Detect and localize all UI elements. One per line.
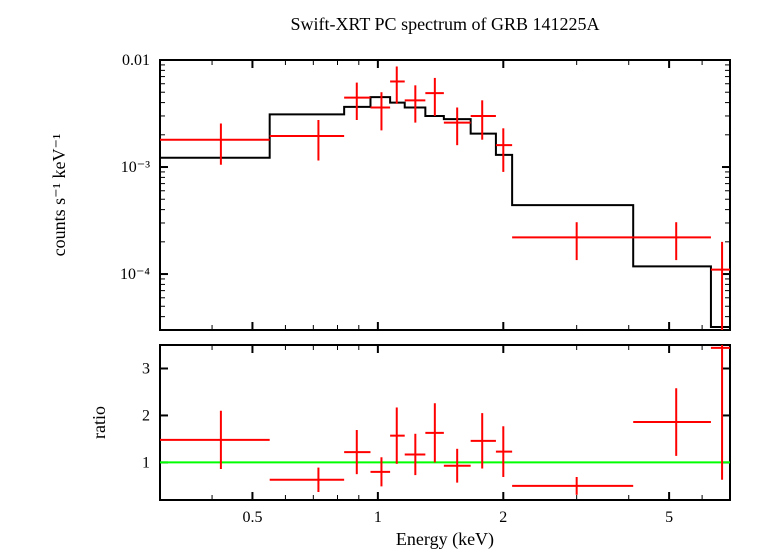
ytick-label-ratio: 2 <box>142 407 150 424</box>
spectrum-chart: Swift-XRT PC spectrum of GRB 141225A 10⁻⁴… <box>0 0 758 556</box>
spectrum-data-point <box>270 120 344 161</box>
ratio-panel-content <box>160 216 730 495</box>
spectrum-data-point <box>711 242 730 335</box>
ratio-data-point <box>444 449 471 483</box>
ratio-data-point <box>160 411 270 469</box>
ratio-data-point <box>405 434 426 475</box>
ratio-data-point <box>390 407 405 463</box>
ratio-data-point <box>711 216 730 480</box>
ytick-label-ratio: 1 <box>142 454 150 471</box>
ratio-data-point <box>496 426 512 477</box>
xtick-label: 0.5 <box>242 509 262 526</box>
xtick-label: 2 <box>499 509 507 526</box>
xtick-label: 5 <box>665 509 673 526</box>
spectrum-data-point <box>405 85 426 122</box>
model-step-line <box>160 97 730 327</box>
spectrum-panel-frame <box>160 60 730 330</box>
ratio-data-point <box>633 388 711 456</box>
ratio-data-point <box>512 477 633 495</box>
ytick-label: 10⁻⁴ <box>120 266 150 283</box>
x-axis-label: Energy (keV) <box>396 529 494 550</box>
spectrum-data-point <box>633 222 711 260</box>
ratio-data-point <box>344 430 370 474</box>
chart-title: Swift-XRT PC spectrum of GRB 141225A <box>290 14 599 34</box>
spectrum-data-point <box>390 66 405 103</box>
ytick-label: 0.01 <box>122 52 150 69</box>
xtick-label: 1 <box>374 509 382 526</box>
ratio-data-point <box>471 413 496 468</box>
spectrum-data-point <box>496 128 512 172</box>
spectrum-data-point <box>344 83 370 120</box>
ratio-data-point <box>425 403 444 462</box>
spectrum-data-point <box>512 222 633 260</box>
ratio-data-point <box>270 468 344 492</box>
y-axis-label-bottom: ratio <box>89 406 109 439</box>
ytick-label-ratio: 3 <box>142 360 150 377</box>
ytick-label: 10⁻³ <box>121 159 150 176</box>
spectrum-panel-content <box>160 66 730 334</box>
spectrum-data-point <box>425 78 444 116</box>
spectrum-data-point <box>444 107 471 145</box>
y-axis-label-top: counts s⁻¹ keV⁻¹ <box>49 134 69 257</box>
